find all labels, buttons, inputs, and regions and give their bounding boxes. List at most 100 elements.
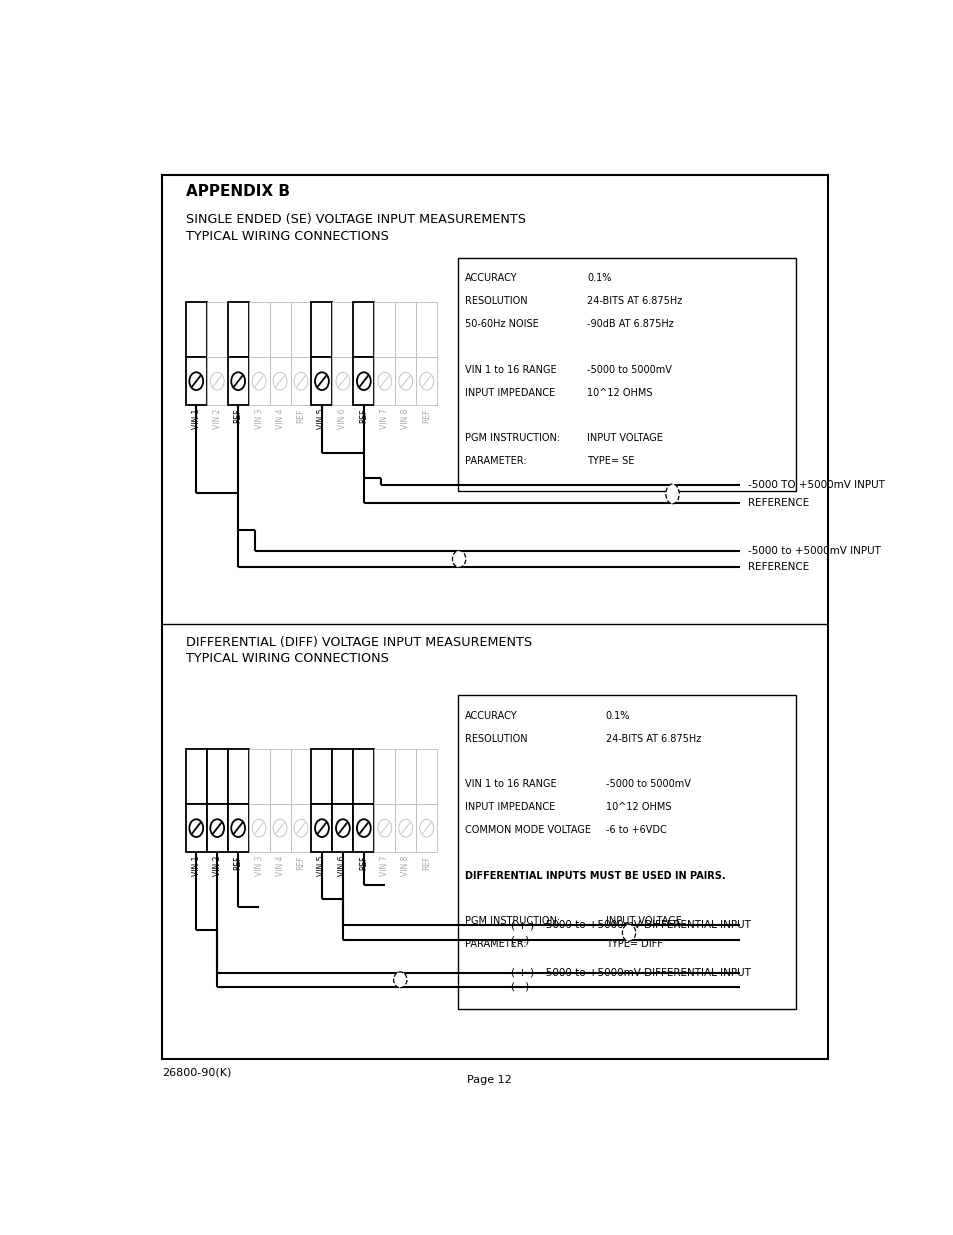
Bar: [395, 303, 416, 357]
Text: VIN 8: VIN 8: [401, 409, 410, 429]
Text: REFERENCE: REFERENCE: [747, 562, 808, 572]
Ellipse shape: [621, 924, 635, 941]
Text: VIN 6: VIN 6: [338, 856, 347, 876]
Bar: [228, 750, 249, 804]
Text: 0.1%: 0.1%: [587, 273, 611, 284]
Bar: [311, 750, 332, 804]
Bar: [416, 303, 436, 357]
Text: ( - ): ( - ): [511, 982, 529, 992]
Bar: [416, 750, 436, 804]
Bar: [374, 357, 395, 405]
Text: 26800-90(K): 26800-90(K): [162, 1067, 232, 1077]
Text: VIN 1 to 16 RANGE: VIN 1 to 16 RANGE: [465, 364, 557, 374]
Text: REF: REF: [422, 856, 431, 871]
Bar: [395, 357, 416, 405]
Text: VIN 8: VIN 8: [401, 856, 410, 876]
Text: -5000 to +5000mV DIFFERENTIAL INPUT: -5000 to +5000mV DIFFERENTIAL INPUT: [541, 968, 750, 978]
Bar: [270, 804, 291, 852]
Text: INPUT VOLTAGE: INPUT VOLTAGE: [587, 433, 662, 443]
Text: VIN 5: VIN 5: [317, 856, 326, 876]
Bar: [207, 804, 228, 852]
Text: VIN 3: VIN 3: [254, 856, 263, 876]
Text: VIN 6: VIN 6: [338, 409, 347, 430]
Bar: [332, 804, 353, 852]
Bar: [291, 804, 311, 852]
Bar: [353, 357, 374, 405]
Bar: [207, 303, 228, 357]
Text: INPUT VOLTAGE: INPUT VOLTAGE: [605, 916, 680, 926]
Text: 0.1%: 0.1%: [605, 711, 630, 721]
Text: VIN 2: VIN 2: [213, 856, 221, 876]
Bar: [416, 357, 436, 405]
Text: INPUT IMPEDANCE: INPUT IMPEDANCE: [465, 388, 555, 398]
Text: DIFFERENTIAL (DIFF) VOLTAGE INPUT MEASUREMENTS: DIFFERENTIAL (DIFF) VOLTAGE INPUT MEASUR…: [186, 636, 532, 650]
Text: REF: REF: [296, 409, 305, 424]
Text: ( + ): ( + ): [511, 968, 534, 978]
Text: REF: REF: [296, 856, 305, 871]
Text: REF: REF: [359, 856, 368, 871]
Text: REF: REF: [233, 856, 242, 871]
Bar: [186, 750, 207, 804]
Bar: [311, 357, 332, 405]
Text: VIN 7: VIN 7: [380, 409, 389, 430]
Bar: [249, 750, 270, 804]
Text: INPUT IMPEDANCE: INPUT IMPEDANCE: [465, 803, 555, 813]
Bar: [291, 303, 311, 357]
Bar: [353, 804, 374, 852]
Text: VIN 3: VIN 3: [254, 409, 263, 430]
Text: RESOLUTION: RESOLUTION: [465, 296, 527, 306]
Text: -5000 to 5000mV: -5000 to 5000mV: [587, 364, 672, 374]
Bar: [395, 804, 416, 852]
Text: PGM INSTRUCTION:: PGM INSTRUCTION:: [465, 916, 559, 926]
Text: REF: REF: [359, 409, 368, 424]
Text: ( - ): ( - ): [511, 935, 529, 945]
Bar: [207, 357, 228, 405]
Text: -5000 to +5000mV INPUT: -5000 to +5000mV INPUT: [747, 546, 880, 557]
Bar: [374, 804, 395, 852]
Bar: [270, 303, 291, 357]
Text: REF: REF: [422, 409, 431, 424]
Text: -5000 TO +5000mV INPUT: -5000 TO +5000mV INPUT: [747, 480, 883, 490]
Text: -90dB AT 6.875Hz: -90dB AT 6.875Hz: [587, 319, 674, 329]
Text: APPENDIX B: APPENDIX B: [186, 184, 290, 199]
Text: VIN 1 to 16 RANGE: VIN 1 to 16 RANGE: [465, 779, 557, 789]
Bar: [395, 750, 416, 804]
Text: VIN 7: VIN 7: [380, 856, 389, 876]
Ellipse shape: [665, 484, 679, 504]
Bar: [291, 750, 311, 804]
Text: 10^12 OHMS: 10^12 OHMS: [605, 803, 671, 813]
Bar: [353, 303, 374, 357]
Bar: [353, 750, 374, 804]
Bar: [228, 357, 249, 405]
Text: ACCURACY: ACCURACY: [465, 711, 517, 721]
Text: PARAMETER:: PARAMETER:: [465, 456, 526, 466]
Text: 10^12 OHMS: 10^12 OHMS: [587, 388, 652, 398]
Text: TYPE= DIFF: TYPE= DIFF: [605, 939, 662, 950]
Text: VIN 1: VIN 1: [192, 409, 200, 429]
Bar: [311, 303, 332, 357]
Text: REFERENCE: REFERENCE: [747, 498, 808, 508]
Text: COMMON MODE VOLTAGE: COMMON MODE VOLTAGE: [465, 825, 591, 835]
Bar: [457, 258, 796, 490]
Bar: [332, 303, 353, 357]
Text: 50-60Hz NOISE: 50-60Hz NOISE: [465, 319, 538, 329]
Text: VIN 4: VIN 4: [275, 409, 284, 430]
Bar: [332, 750, 353, 804]
Bar: [228, 804, 249, 852]
Text: Page 12: Page 12: [466, 1076, 511, 1086]
Bar: [416, 804, 436, 852]
Text: ACCURACY: ACCURACY: [465, 273, 517, 284]
Bar: [374, 750, 395, 804]
Bar: [186, 303, 207, 357]
Text: RESOLUTION: RESOLUTION: [465, 734, 527, 743]
Bar: [374, 303, 395, 357]
Bar: [270, 357, 291, 405]
Text: VIN 1: VIN 1: [192, 856, 200, 876]
Bar: [249, 303, 270, 357]
Text: VIN 5: VIN 5: [317, 409, 326, 430]
Bar: [332, 357, 353, 405]
Bar: [270, 750, 291, 804]
Text: TYPE= SE: TYPE= SE: [587, 456, 634, 466]
Ellipse shape: [452, 551, 465, 567]
Text: DIFFERENTIAL INPUTS MUST BE USED IN PAIRS.: DIFFERENTIAL INPUTS MUST BE USED IN PAIR…: [465, 871, 725, 881]
